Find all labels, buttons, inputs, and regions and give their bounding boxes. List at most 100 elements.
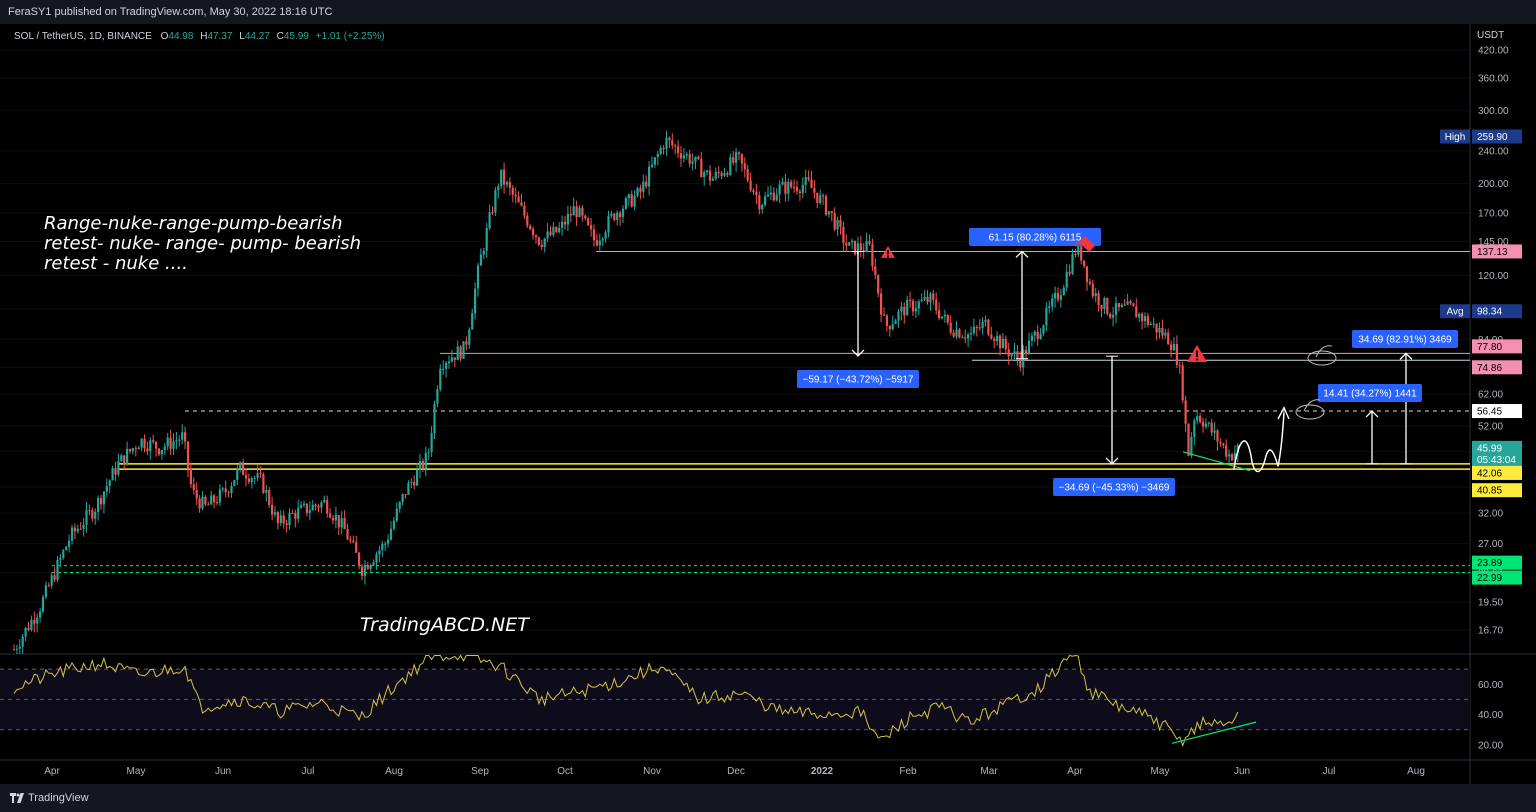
measure-proj-1[interactable]: 14.41 (34.27%) 1441: [1318, 384, 1422, 402]
price-label-level-22: 22.99: [1472, 570, 1522, 585]
candle: [613, 212, 616, 222]
price-tick: 300.00: [1478, 106, 1509, 117]
candle: [1228, 449, 1231, 464]
projection-wave[interactable]: [1233, 412, 1285, 473]
candle: [1207, 421, 1210, 427]
candle: [1129, 299, 1132, 305]
candle: [126, 441, 129, 466]
price-chart[interactable]: 60.00 40.00 20.00 −59.17 (−43.72%) −5917 61…: [0, 24, 1536, 784]
measure-drop-2[interactable]: −34.69 (−45.33%) −3469: [1053, 478, 1175, 496]
price-label-high: 259.90 High: [1440, 129, 1522, 144]
price-label-tag: High: [1445, 132, 1466, 143]
candle: [242, 458, 245, 476]
candle: [1170, 340, 1173, 358]
candle: [1019, 351, 1022, 372]
price-label-value: 45.99: [1477, 443, 1502, 454]
candle: [729, 153, 732, 177]
price-divergence-line[interactable]: [1182, 451, 1251, 472]
rsi-divergence-line[interactable]: [1171, 721, 1257, 744]
candle: [569, 206, 572, 223]
candle: [998, 334, 1002, 356]
candle: [1123, 298, 1126, 306]
arrow-drop-1[interactable]: [851, 250, 865, 357]
candle: [807, 170, 810, 182]
arrow-drop-2[interactable]: [1105, 355, 1119, 465]
candle: [18, 639, 21, 655]
candle: [1109, 312, 1112, 320]
publish-info: FeraSY1 published on TradingView.com, Ma…: [8, 6, 333, 18]
candle: [563, 215, 567, 230]
candle: [485, 222, 488, 258]
candle: [529, 224, 532, 231]
candle: [732, 150, 735, 166]
candle: [97, 495, 100, 521]
candle: [131, 447, 134, 455]
candle: [772, 187, 775, 202]
candle: [207, 501, 210, 506]
candle: [711, 176, 714, 182]
drawings[interactable]: −59.17 (−43.72%) −5917 61.15 (80.28%) 611…: [797, 228, 1458, 496]
candle: [94, 508, 97, 525]
rsi-tick: 40.00: [1478, 710, 1503, 721]
flag-icon[interactable]: [1074, 236, 1095, 252]
candle: [926, 289, 929, 305]
symbol-name: SOL / TetherUS, 1D, BINANCE: [14, 31, 152, 42]
candle: [300, 501, 303, 509]
candle: [192, 477, 195, 495]
price-tick: 19.50: [1478, 598, 1503, 609]
symbol-legend[interactable]: SOL / TetherUS, 1D, BINANCE O44.98 H47.3…: [14, 31, 385, 42]
measure-proj-2[interactable]: 34.69 (82.91%) 3469: [1352, 330, 1458, 348]
candle: [166, 432, 169, 451]
candle: [503, 162, 506, 194]
candle: [273, 505, 277, 518]
candle: [288, 508, 291, 530]
candle: [987, 318, 990, 337]
hand-drawn-mark-1[interactable]: [1295, 399, 1325, 420]
candle: [1065, 264, 1068, 292]
candle: [111, 465, 114, 481]
candle: [955, 320, 958, 340]
candle: [114, 461, 117, 481]
candle: [691, 153, 694, 171]
candle: [102, 490, 105, 514]
measure-rise-1[interactable]: 61.15 (80.28%) 6115: [969, 228, 1101, 246]
candle: [969, 326, 973, 341]
candle: [1152, 317, 1155, 329]
candle: [453, 357, 456, 367]
arrow-proj-1[interactable]: [1365, 410, 1379, 465]
warning-icon[interactable]: [1187, 345, 1207, 362]
high-label: H: [200, 31, 207, 42]
arrow-rise-1[interactable]: [1015, 250, 1029, 360]
measure-drop-1[interactable]: −59.17 (−43.72%) −5917: [797, 370, 919, 388]
candle: [897, 309, 900, 328]
candle: [781, 177, 784, 186]
candle: [21, 633, 24, 654]
candle: [1204, 418, 1207, 429]
candle: [935, 292, 938, 315]
price-label-value: 98.34: [1477, 307, 1502, 318]
candle: [616, 210, 619, 226]
candle: [157, 448, 161, 457]
warning-icon[interactable]: [881, 246, 895, 258]
horizontal-levels[interactable]: [52, 250, 1470, 574]
candle: [1216, 428, 1219, 451]
candle: [993, 336, 996, 349]
candle: [1025, 345, 1028, 360]
candle: [784, 173, 787, 202]
time-axis[interactable]: Apr May Jun Jul Aug Sep Oct Nov Dec 2022 Feb Mar Apr…: [44, 766, 1425, 777]
candle: [239, 461, 242, 473]
candle: [421, 458, 424, 472]
candle: [227, 490, 230, 498]
rsi-tick: 60.00: [1478, 680, 1503, 691]
candle: [906, 295, 909, 316]
candle: [590, 218, 593, 237]
candle: [1016, 344, 1019, 366]
hand-drawn-mark-2[interactable]: [1307, 345, 1337, 366]
comment-text[interactable]: Range-nuke-range-pump-bearish retest- nu…: [44, 213, 361, 274]
candle: [1158, 322, 1161, 339]
candle: [798, 189, 801, 201]
footer-brand[interactable]: TradingView: [28, 792, 89, 804]
candle: [749, 172, 752, 193]
candle: [1091, 280, 1094, 299]
arrow-proj-2[interactable]: [1399, 352, 1413, 465]
